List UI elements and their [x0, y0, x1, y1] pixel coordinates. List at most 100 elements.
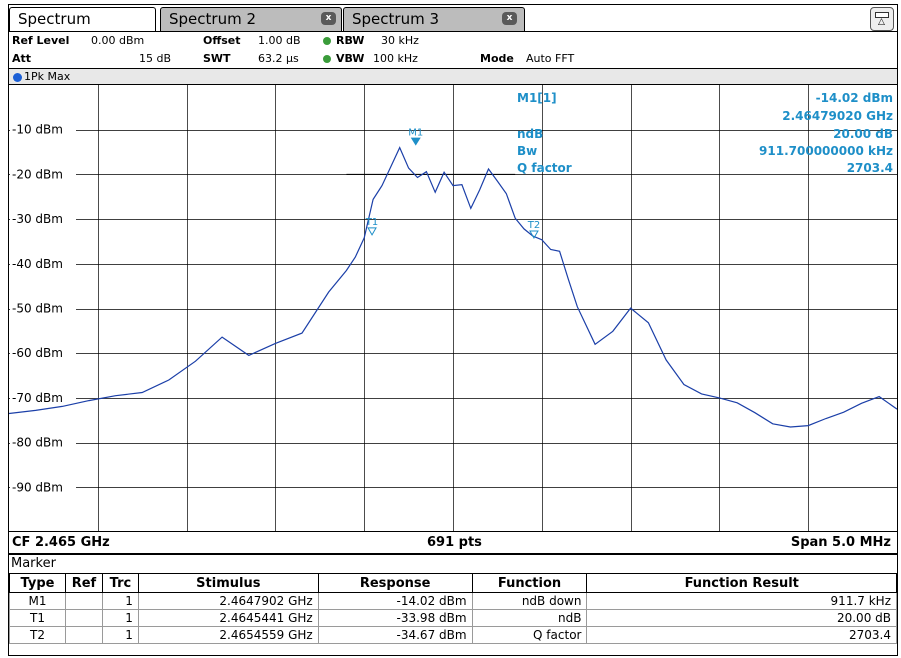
marker-info-block: M1[1] -14.02 dBm 2.46479020 GHz ndB 20.0…	[517, 91, 893, 175]
plot-footer: CF 2.465 GHz 691 pts Span 5.0 MHz	[9, 531, 897, 553]
marker-t1-icon[interactable]	[367, 227, 377, 236]
offset-label: Offset	[203, 34, 241, 47]
tab-spectrum-2-label: Spectrum 2	[169, 10, 256, 28]
trace-label: 1Pk Max	[24, 70, 71, 83]
cell-type: M1	[9, 592, 66, 610]
ndb-value: 20.00 dB	[833, 127, 893, 141]
y-tick-label-bg	[10, 345, 76, 361]
marker-m1-icon[interactable]	[410, 137, 421, 146]
cell-function-result: 20.00 dB	[586, 609, 897, 627]
cell-function: ndB down	[471, 592, 588, 610]
col-ref: Ref	[64, 573, 103, 593]
y-tick-label: -90 dBm	[12, 480, 63, 494]
table-row[interactable]: T1 1 2.4645441 GHz -33.98 dBm ndB 20.00 …	[9, 609, 897, 627]
q-factor-label: Q factor	[517, 161, 572, 175]
ref-level-label: Ref Level	[12, 34, 70, 47]
rbw-label: RBW	[336, 34, 365, 47]
col-stimulus: Stimulus	[137, 573, 319, 593]
close-tab-3-icon[interactable]: x	[502, 12, 517, 25]
close-tab-2-icon[interactable]: x	[321, 12, 336, 25]
spectrum-chart: -10 dBm -20 dBm -30 dBm -40 dBm -50 dBm -60 d…	[8, 85, 898, 532]
y-tick-labels: -10 dBm -20 dBm -30 dBm -40 dBm -50 dBm -60 d…	[10, 121, 76, 495]
col-function-result: Function Result	[586, 573, 897, 593]
cell-stimulus: 2.4654559 GHz	[137, 626, 319, 644]
y-tick-label: -10 dBm	[12, 123, 63, 137]
cell-response: -33.98 dBm	[317, 609, 473, 627]
marker-table-header: Type Ref Trc Stimulus Response Function …	[9, 573, 897, 593]
tab-spectrum-label: Spectrum	[18, 10, 91, 28]
marker-t2-label: T2	[527, 220, 540, 231]
cell-ref	[64, 609, 103, 627]
offset-status-dot-icon	[323, 37, 331, 45]
tab-spectrum-2[interactable]: Spectrum 2 x	[160, 7, 342, 31]
col-type: Type	[9, 573, 66, 593]
y-tick-label: -20 dBm	[12, 167, 63, 181]
center-frequency[interactable]: CF 2.465 GHz	[12, 535, 110, 550]
y-tick-label: -80 dBm	[12, 436, 63, 450]
m1-label: M1[1]	[517, 91, 557, 105]
display-config-bar-icon	[875, 12, 889, 18]
y-tick-label: -30 dBm	[12, 212, 63, 226]
att-value[interactable]: 15 dB	[139, 52, 172, 65]
offset-value[interactable]: 1.00 dB	[258, 34, 301, 47]
col-response: Response	[317, 573, 473, 593]
table-row[interactable]: T2 1 2.4654559 GHz -34.67 dBm Q factor 2…	[9, 626, 897, 644]
y-tick-label-bg	[10, 300, 76, 316]
spectrum-trace	[8, 146, 898, 428]
trace-indicator-icon	[13, 73, 22, 82]
cell-function-result: 2703.4	[586, 626, 897, 644]
swt-status-dot-icon	[323, 55, 331, 63]
mode-value[interactable]: Auto FFT	[526, 52, 575, 65]
swt-label: SWT	[203, 52, 231, 65]
cell-type: T1	[9, 609, 66, 627]
col-trc: Trc	[101, 573, 139, 593]
y-tick-label-bg	[10, 479, 76, 495]
y-tick-label: -60 dBm	[12, 346, 63, 360]
tab-spectrum-3[interactable]: Spectrum 3 x	[343, 7, 525, 31]
y-tick-label-bg	[10, 434, 76, 450]
tab-spectrum[interactable]: Spectrum	[9, 7, 156, 31]
m1-level: -14.02 dBm	[816, 91, 893, 105]
cell-type: T2	[9, 626, 66, 644]
y-tick-label: -50 dBm	[12, 302, 63, 316]
cell-trc: 1	[101, 626, 139, 644]
cell-response: -34.67 dBm	[317, 626, 473, 644]
cell-function-result: 911.7 kHz	[586, 592, 897, 610]
y-tick-label: -70 dBm	[12, 391, 63, 405]
display-config-icon[interactable]: △	[870, 7, 894, 31]
spectrum-plot[interactable]: -10 dBm -20 dBm -30 dBm -40 dBm -50 dBm -60 d…	[8, 84, 898, 532]
trace-label-strip: 1Pk Max	[9, 68, 897, 84]
swt-value[interactable]: 63.2 µs	[258, 52, 299, 65]
tab-spectrum-3-label: Spectrum 3	[352, 10, 439, 28]
bw-label: Bw	[517, 144, 537, 158]
y-tick-label-bg	[10, 211, 76, 227]
rbw-value[interactable]: 30 kHz	[381, 34, 419, 47]
cell-stimulus: 2.4647902 GHz	[137, 592, 319, 610]
vbw-label: VBW	[336, 52, 365, 65]
ndb-label: ndB	[517, 127, 543, 141]
marker-table-title: Marker	[9, 553, 897, 572]
sweep-points: 691 pts	[427, 535, 482, 550]
span-value[interactable]: Span 5.0 MHz	[790, 535, 891, 550]
triangle-up-icon: △	[878, 17, 885, 27]
ref-level-value[interactable]: 0.00 dBm	[91, 34, 145, 47]
marker-t2-icon[interactable]	[529, 230, 539, 239]
col-function: Function	[471, 573, 588, 593]
marker-t1-label: T1	[365, 217, 378, 228]
cell-function: ndB	[471, 609, 588, 627]
y-tick-label-bg	[10, 166, 76, 182]
cell-trc: 1	[101, 592, 139, 610]
cell-stimulus: 2.4645441 GHz	[137, 609, 319, 627]
att-label: Att	[12, 52, 32, 65]
m1-frequency: 2.46479020 GHz	[782, 109, 893, 123]
vbw-value[interactable]: 100 kHz	[373, 52, 418, 65]
q-factor-value: 2703.4	[847, 161, 893, 175]
table-row[interactable]: M1 1 2.4647902 GHz -14.02 dBm ndB down 9…	[9, 592, 897, 610]
cell-ref	[64, 592, 103, 610]
y-tick-label-bg	[10, 255, 76, 271]
tab-bar: Spectrum Spectrum 2 x Spectrum 3 x △	[9, 5, 897, 31]
marker-table: Type Ref Trc Stimulus Response Function …	[9, 573, 897, 644]
y-tick-label-bg	[10, 121, 76, 137]
y-tick-label-bg	[10, 389, 76, 405]
cell-function: Q factor	[471, 626, 588, 644]
